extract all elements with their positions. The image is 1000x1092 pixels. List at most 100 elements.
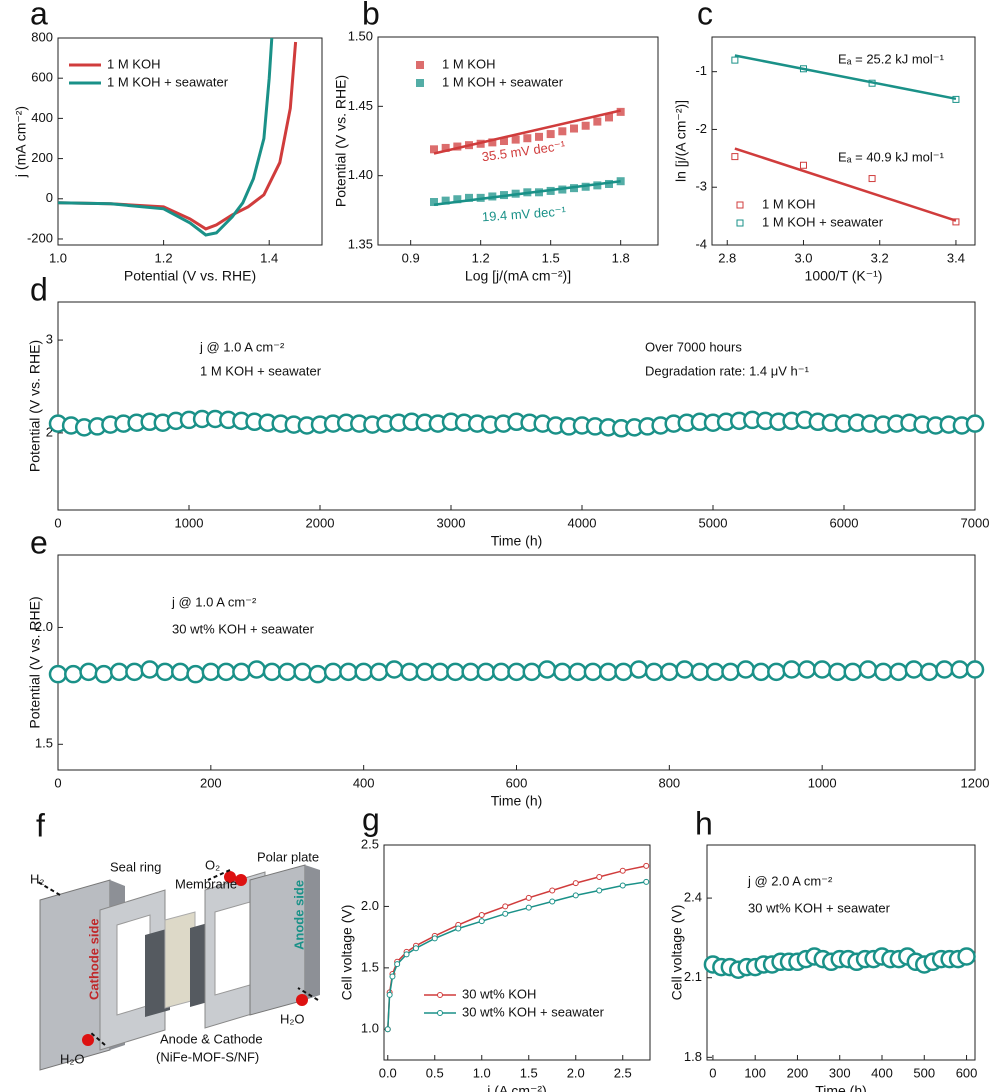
x-axis-label: Log [j/(mA cm⁻²)]	[465, 268, 571, 284]
panel-letter: h	[695, 805, 713, 841]
x-tick-label: 300	[829, 1065, 851, 1080]
point	[605, 113, 613, 122]
point	[437, 1010, 443, 1016]
x-tick-label: 400	[353, 775, 375, 790]
point	[593, 181, 602, 190]
chart-panel: c 2.8 3.0 3.2 3.4 -4 -3 -2 -1 1000/T (K⁻¹) ln [j/(…	[673, 0, 976, 284]
point	[874, 662, 893, 682]
y-axis-label: Cell voltage (V)	[669, 905, 685, 1001]
point	[478, 918, 485, 925]
chart-panel: a 1.0 1.2 1.4 -200 0 200 400 600 800 Potential (V …	[13, 0, 323, 284]
x-tick-label: 0	[54, 515, 61, 530]
point	[952, 218, 960, 226]
point	[767, 662, 786, 682]
point	[384, 660, 404, 679]
point	[549, 887, 556, 894]
chart-panel: h 0 100 200 300 400 500 600 1.8 2.1 2.4 Time (h) Cel…	[669, 805, 978, 1092]
fit-line	[734, 147, 957, 222]
point	[109, 662, 129, 682]
water-molecule	[82, 1034, 94, 1046]
y-tick-label: 2	[46, 424, 53, 439]
point	[416, 61, 424, 69]
x-tick-label: 500	[913, 1065, 935, 1080]
point	[596, 887, 603, 894]
point	[461, 662, 480, 682]
label: Anode side	[291, 880, 306, 950]
label: Seal ring	[110, 859, 161, 874]
oxygen-molecule	[235, 874, 247, 886]
series-line	[387, 865, 647, 1030]
point	[558, 185, 567, 194]
point	[605, 179, 613, 188]
point	[155, 662, 175, 682]
point	[437, 992, 443, 998]
point	[232, 662, 251, 682]
x-tick-label: 1.2	[472, 250, 490, 265]
point	[441, 196, 450, 205]
y-axis-label: Potential (V vs. RHE)	[27, 340, 43, 472]
point	[323, 662, 343, 682]
point	[799, 161, 807, 169]
point	[523, 188, 532, 197]
x-tick-label: 1.4	[260, 250, 278, 265]
plot-frame	[57, 554, 976, 771]
x-tick-label: 800	[658, 775, 680, 790]
series-line	[387, 881, 647, 1030]
point	[522, 662, 542, 682]
x-tick-label: 2.8	[718, 250, 736, 265]
point	[389, 973, 396, 980]
point	[412, 945, 419, 952]
panel-letter: a	[30, 0, 48, 31]
point	[478, 912, 485, 919]
annotation: 30 wt% KOH + seawater	[172, 621, 315, 636]
plot-frame	[383, 844, 651, 1061]
point	[570, 184, 578, 193]
point	[339, 662, 358, 682]
point	[278, 662, 297, 682]
x-tick-label: 1.0	[473, 1065, 491, 1080]
annotation: j @ 2.0 A cm⁻²	[747, 873, 833, 888]
legend-label: 30 wt% KOH + seawater	[462, 1004, 605, 1019]
point	[537, 660, 557, 679]
annotation: 19.4 mV dec⁻¹	[481, 204, 567, 225]
x-tick-label: 5000	[699, 515, 728, 530]
y-tick-label: 1.35	[348, 236, 373, 251]
y-tick-label: 3	[46, 332, 53, 347]
x-axis-label: Potential (V vs. RHE)	[124, 268, 256, 284]
x-axis-label: Time (h)	[491, 533, 543, 549]
x-axis-label: Time (h)	[491, 793, 543, 809]
point	[140, 660, 159, 679]
point	[546, 130, 555, 139]
point	[535, 132, 543, 141]
x-tick-label: 1000	[808, 775, 837, 790]
x-tick-label: 3000	[437, 515, 466, 530]
label: Polar plate	[257, 849, 319, 864]
point	[403, 951, 410, 958]
x-tick-label: 1200	[961, 775, 990, 790]
point	[751, 662, 771, 682]
annotation: 1 M KOH + seawater	[200, 363, 322, 378]
point	[488, 138, 497, 147]
legend-label: 1 M KOH + seawater	[762, 214, 884, 229]
plot-frame	[706, 844, 976, 1061]
annotation: j @ 1.0 A cm⁻²	[171, 594, 257, 609]
point	[354, 662, 373, 682]
point	[431, 935, 438, 942]
annotation: j @ 1.0 A cm⁻²	[199, 339, 285, 354]
point	[797, 660, 817, 679]
point	[441, 143, 450, 152]
label: Anode & Cathode	[160, 1031, 263, 1046]
point	[799, 65, 807, 73]
x-tick-label: 7000	[961, 515, 990, 530]
point	[453, 195, 462, 204]
point	[476, 662, 496, 682]
point	[736, 219, 744, 227]
point	[858, 660, 878, 679]
y-tick-label: 1.5	[361, 959, 379, 974]
electrode	[145, 928, 170, 1017]
series-line	[57, 37, 274, 237]
point	[598, 662, 618, 682]
anode-edge	[305, 865, 320, 1000]
panel-letter: e	[30, 524, 48, 560]
point	[675, 660, 694, 679]
